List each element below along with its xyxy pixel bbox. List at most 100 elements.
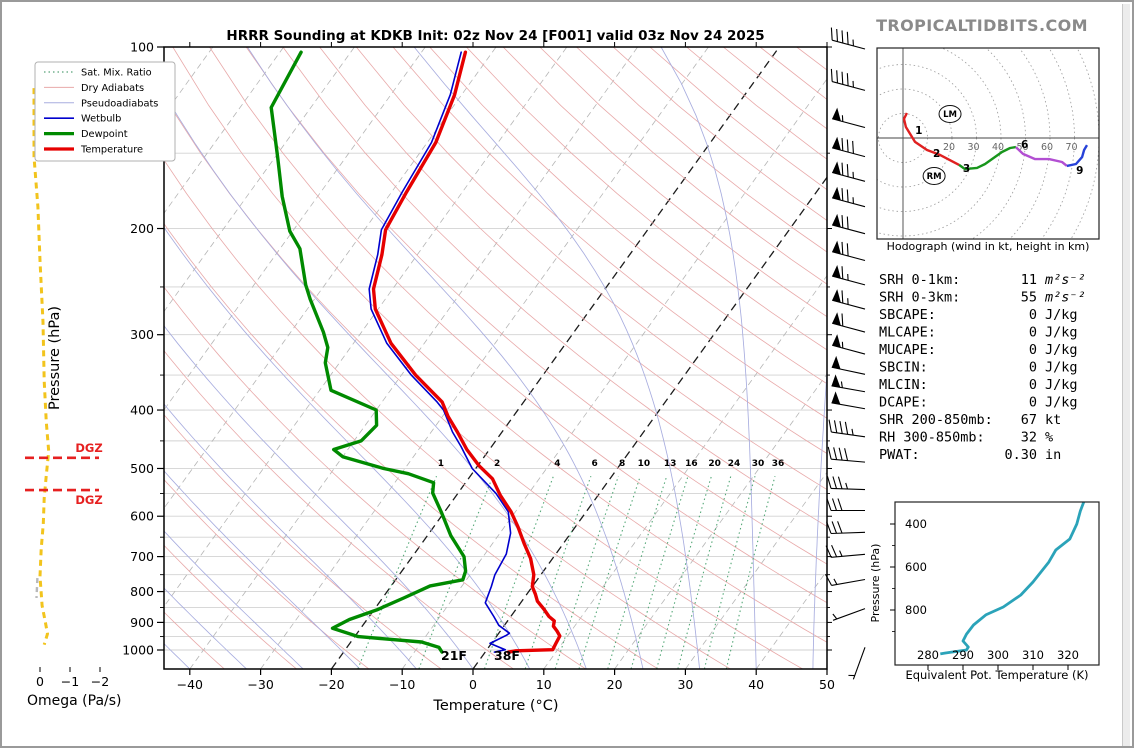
dry-adiabat-line bbox=[355, 47, 827, 454]
isotherm-highlight bbox=[330, 47, 780, 669]
wind-barb bbox=[832, 608, 866, 621]
dry-adiabat-line bbox=[466, 47, 827, 351]
temp-tick-label: 20 bbox=[607, 677, 623, 692]
stat-unit: J/kg bbox=[1045, 307, 1078, 323]
storm-motion-marker: RM bbox=[922, 166, 946, 185]
wind-barb bbox=[830, 68, 866, 91]
thetae-ytick-label: 600 bbox=[905, 560, 927, 574]
legend-item-label: Wetbulb bbox=[81, 114, 121, 125]
temp-tick-label: 10 bbox=[536, 677, 552, 692]
storm-motion-marker: LM bbox=[938, 104, 962, 123]
wind-barb bbox=[832, 136, 866, 158]
legend-box bbox=[34, 61, 176, 162]
hodograph-ring-label: 40 bbox=[992, 142, 1004, 153]
thetae-xtick-label: 310 bbox=[1022, 648, 1044, 662]
dry-adiabat-line bbox=[319, 47, 827, 491]
stat-row: MLCAPE: 0 J/kg bbox=[879, 325, 1078, 341]
stat-row: SHR 200-850mb: 67 kt bbox=[879, 412, 1061, 428]
dgz-top-label: DGZ bbox=[75, 441, 102, 455]
dry-adiabat-line bbox=[164, 414, 442, 669]
storm-motion-label: LM bbox=[943, 110, 957, 120]
stat-unit: in bbox=[1045, 447, 1061, 463]
skewt-xaxis-title: Temperature (°C) bbox=[432, 698, 558, 714]
dry-adiabat-line bbox=[502, 47, 827, 318]
stat-value: 55 bbox=[1021, 290, 1037, 306]
stat-row: SRH 0-3km: 55 m²s⁻² bbox=[879, 290, 1086, 306]
stat-unit: m²s⁻² bbox=[1044, 290, 1086, 306]
isotherm-line bbox=[755, 569, 827, 669]
stat-value: 11 bbox=[1021, 272, 1037, 288]
stat-value: 0 bbox=[1029, 325, 1037, 341]
mixing-ratio-label: 30 bbox=[752, 459, 765, 469]
temp-tick-label: −20 bbox=[318, 677, 344, 692]
stat-label: MUCAPE: bbox=[879, 342, 936, 358]
legend-item-label: Dry Adiabats bbox=[81, 83, 144, 94]
dry-adiabat-line bbox=[429, 47, 827, 385]
wetbulb-curve bbox=[368, 51, 512, 653]
isotherm-highlight bbox=[472, 176, 827, 669]
dry-adiabat-line bbox=[209, 47, 827, 604]
pressure-tick-label: 500 bbox=[130, 461, 154, 476]
stat-row: MUCAPE: 0 J/kg bbox=[879, 342, 1078, 358]
wind-barb bbox=[826, 476, 866, 491]
page-title: HRRR Sounding at KDKB Init: 02z Nov 24 [… bbox=[226, 28, 765, 44]
isotherm-line bbox=[164, 47, 497, 509]
storm-motion-label: RM bbox=[927, 172, 942, 182]
wind-barb bbox=[832, 186, 866, 208]
legend-item: Pseudoadiabats bbox=[44, 98, 158, 109]
hodograph-ring-label: 60 bbox=[1041, 142, 1053, 153]
wind-barb bbox=[831, 374, 866, 393]
stat-value: 0 bbox=[1029, 342, 1037, 358]
mixing-ratio-line bbox=[483, 476, 554, 669]
pseudoadiabat-line bbox=[164, 470, 361, 669]
legend-item: Dry Adiabats bbox=[44, 83, 144, 94]
thetae-yaxis-title: Pressure (hPa) bbox=[869, 544, 882, 623]
surface-dewpoint-label: 21F bbox=[441, 648, 467, 663]
stat-unit: m²s⁻² bbox=[1044, 272, 1086, 288]
pseudoadiabat-line bbox=[164, 530, 304, 669]
thetae-ytick-label: 400 bbox=[905, 517, 927, 531]
window-scrollbar[interactable] bbox=[1122, 4, 1130, 746]
stat-row: SBCIN: 0 J/kg bbox=[879, 360, 1078, 376]
stat-value: 0.30 bbox=[1004, 447, 1037, 463]
hodograph-height-label: 2 bbox=[933, 148, 940, 160]
pressure-tick-label: 400 bbox=[130, 403, 154, 418]
thetae-ytick-label: 800 bbox=[905, 603, 927, 617]
omega-axis-title: Omega (Pa/s) bbox=[27, 693, 122, 709]
wind-barb bbox=[827, 446, 866, 463]
wind-barb bbox=[825, 544, 866, 558]
pressure-tick-label: 100 bbox=[130, 40, 154, 55]
mixing-ratio-label: 1 bbox=[438, 459, 444, 469]
legend-item: Sat. Mix. Ratio bbox=[44, 68, 152, 79]
legend: Sat. Mix. Ratio Dry Adiabats Pseudoadiabat… bbox=[34, 61, 176, 162]
stat-row: SBCAPE: 0 J/kg bbox=[879, 307, 1078, 323]
pressure-tick-label: 300 bbox=[130, 327, 154, 342]
dry-adiabat-line bbox=[245, 47, 827, 565]
skewt-profile-curves bbox=[269, 50, 562, 654]
temp-tick-label: −30 bbox=[247, 677, 273, 692]
dry-adiabat-line bbox=[164, 222, 659, 669]
isotherm-line bbox=[685, 471, 827, 669]
wind-barb bbox=[832, 161, 866, 182]
omega-tick-label: 0 bbox=[36, 674, 44, 689]
pseudoadiabat-line bbox=[413, 47, 701, 669]
omega-trace-gray bbox=[35, 578, 39, 599]
stat-unit: J/kg bbox=[1045, 360, 1078, 376]
stat-value: 0 bbox=[1029, 395, 1037, 411]
legend-item-label: Dewpoint bbox=[81, 129, 128, 140]
wind-barb bbox=[848, 647, 866, 680]
temp-tick-label: 30 bbox=[677, 677, 693, 692]
mixing-ratio-label: 8 bbox=[619, 459, 625, 469]
stat-row: MLCIN: 0 J/kg bbox=[879, 377, 1078, 393]
mixing-ratio-label: 16 bbox=[685, 459, 698, 469]
thetae-xtick-label: 280 bbox=[917, 648, 939, 662]
isotherm-line bbox=[614, 373, 827, 669]
hodograph-trace-segment bbox=[902, 112, 960, 166]
pseudoadiabat-line bbox=[660, 47, 757, 669]
hodograph-height-label: 3 bbox=[963, 163, 970, 175]
thetae-xtick-label: 290 bbox=[952, 648, 974, 662]
pseudoadiabat-line bbox=[164, 587, 247, 669]
pseudoadiabat-line bbox=[247, 47, 644, 669]
stat-row: DCAPE: 0 J/kg bbox=[879, 395, 1078, 411]
